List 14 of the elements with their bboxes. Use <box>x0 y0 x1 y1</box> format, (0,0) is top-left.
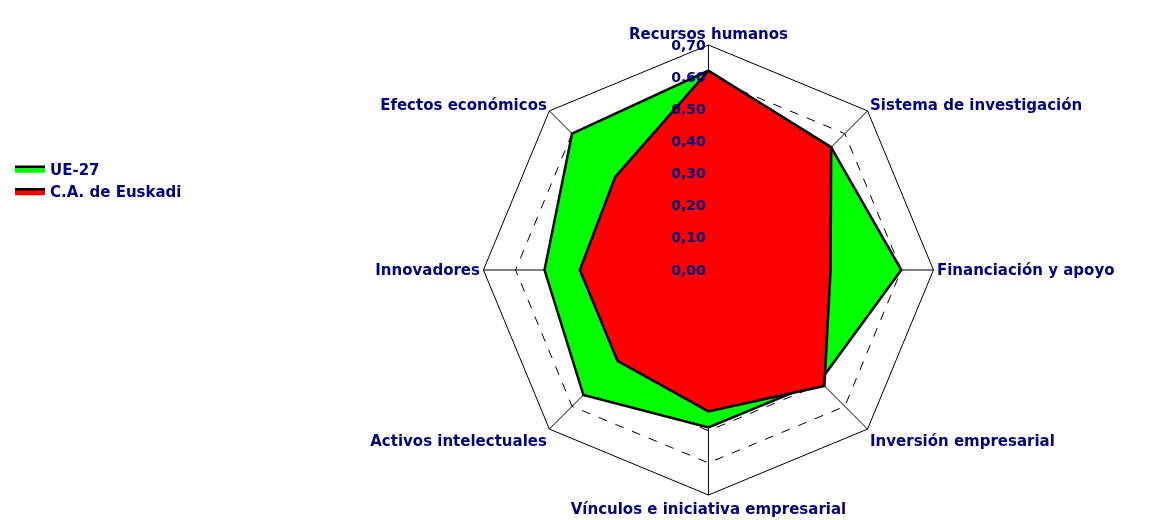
spoke-label: Sistema de investigación <box>870 96 1083 115</box>
y-tick-label: 0,30 <box>671 165 707 182</box>
spoke-label: Activos intelectuales <box>370 431 547 450</box>
y-tick-label: 0,00 <box>671 261 707 278</box>
legend-label: UE-27 <box>50 160 100 179</box>
spoke-label: Inversión empresarial <box>870 431 1055 450</box>
legend-label: C.A. de Euskadi <box>50 183 182 202</box>
spoke-label: Financiación y apoyo <box>936 261 1115 280</box>
y-tick-label: 0,20 <box>671 197 707 214</box>
spoke-label: Efectos económicos <box>380 96 547 115</box>
spoke-label: Innovadores <box>375 261 481 280</box>
y-tick-label: 0,10 <box>671 229 707 246</box>
spoke-label: Vínculos e iniciativa empresarial <box>570 499 847 518</box>
y-tick-label: 0,40 <box>671 132 707 149</box>
